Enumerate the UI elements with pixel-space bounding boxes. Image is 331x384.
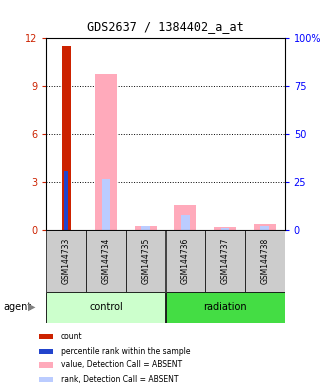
Bar [166, 230, 205, 292]
Bar [135, 225, 157, 230]
Bar [141, 225, 150, 230]
Bar [39, 362, 54, 367]
Bar [166, 292, 285, 323]
Bar [102, 179, 110, 230]
Bar [46, 230, 86, 292]
Bar [260, 225, 269, 230]
Bar [39, 377, 54, 382]
Text: GSM144737: GSM144737 [220, 238, 230, 284]
Text: control: control [89, 302, 123, 312]
Text: radiation: radiation [203, 302, 247, 312]
Text: agent: agent [3, 302, 31, 312]
Bar [62, 46, 71, 230]
Text: GSM144734: GSM144734 [101, 238, 111, 284]
Text: GSM144733: GSM144733 [62, 238, 71, 284]
Text: value, Detection Call = ABSENT: value, Detection Call = ABSENT [61, 361, 182, 369]
Text: count: count [61, 332, 82, 341]
Bar [95, 74, 117, 230]
Bar [46, 292, 166, 323]
Text: rank, Detection Call = ABSENT: rank, Detection Call = ABSENT [61, 375, 178, 384]
Text: ▶: ▶ [28, 302, 35, 312]
Bar [64, 171, 68, 230]
Text: GDS2637 / 1384402_a_at: GDS2637 / 1384402_a_at [87, 20, 244, 33]
Text: percentile rank within the sample: percentile rank within the sample [61, 347, 190, 356]
Bar [126, 230, 166, 292]
Text: GSM144736: GSM144736 [181, 238, 190, 284]
Bar [205, 230, 245, 292]
Bar [245, 230, 285, 292]
Bar [39, 334, 54, 339]
Bar [174, 205, 196, 230]
Bar [221, 227, 229, 230]
Bar [254, 224, 276, 230]
Bar [39, 349, 54, 354]
Bar [86, 230, 126, 292]
Bar [214, 227, 236, 230]
Text: GSM144738: GSM144738 [260, 238, 269, 284]
Bar [181, 215, 190, 230]
Text: GSM144735: GSM144735 [141, 238, 150, 284]
